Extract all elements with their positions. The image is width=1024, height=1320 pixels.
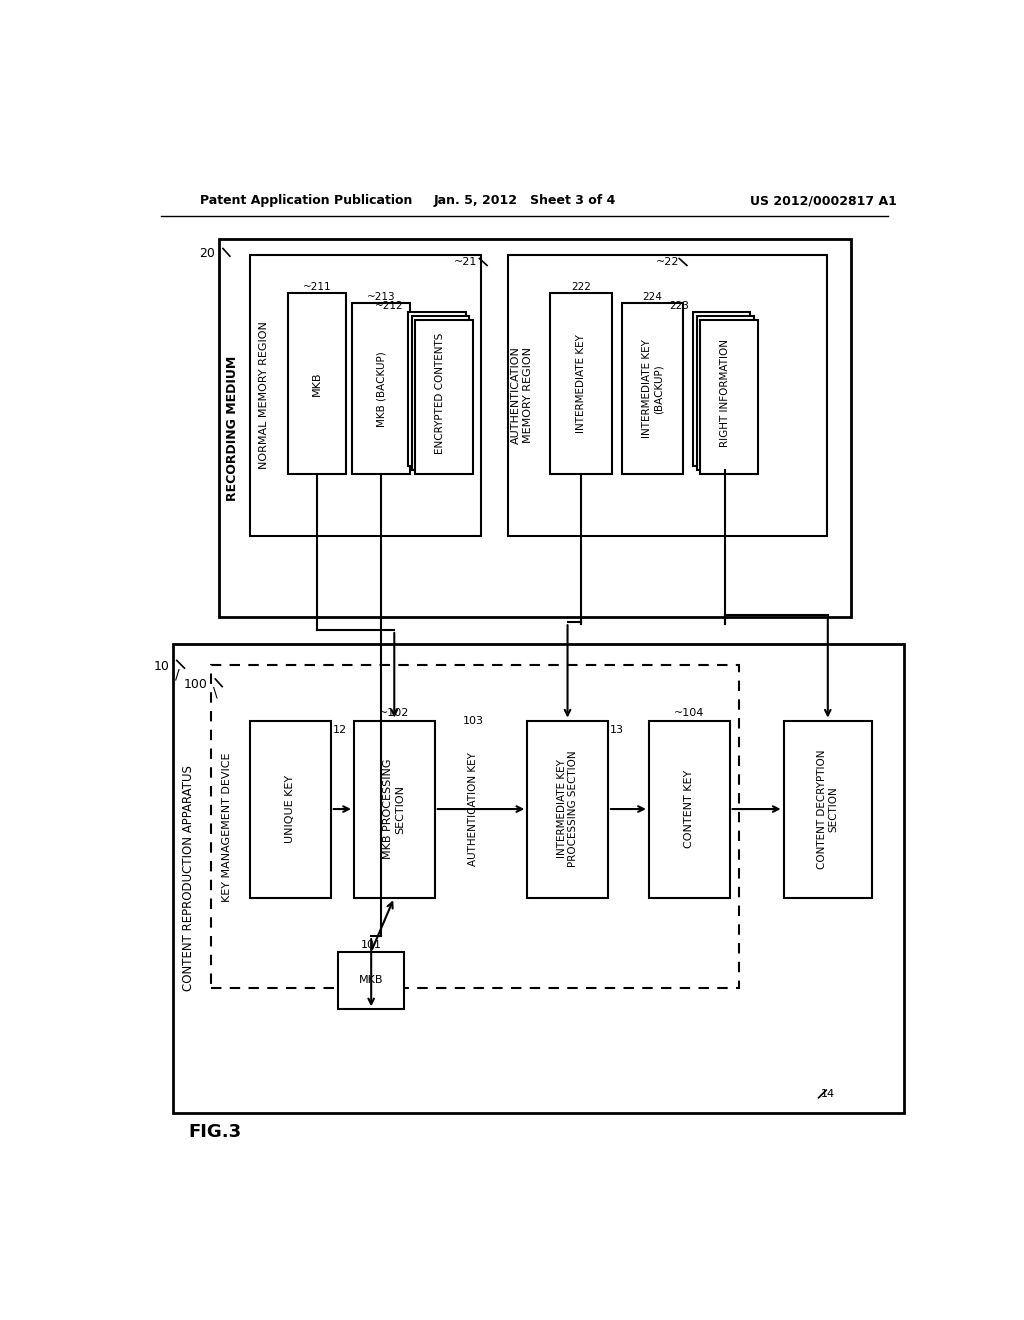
Bar: [649, 721, 730, 898]
Text: RECORDING MEDIUM: RECORDING MEDIUM: [226, 355, 240, 500]
Text: Patent Application Publication: Patent Application Publication: [200, 194, 413, 207]
Bar: [250, 255, 481, 536]
Bar: [412, 317, 469, 470]
Bar: [700, 321, 758, 474]
Bar: [527, 721, 608, 898]
Text: \: \: [213, 686, 217, 700]
Text: 100: 100: [183, 677, 208, 690]
Text: AUTHENTICATION
MEMORY REGION: AUTHENTICATION MEMORY REGION: [511, 346, 532, 444]
Bar: [696, 317, 755, 470]
Text: ~22: ~22: [656, 257, 679, 268]
Text: FIG.3: FIG.3: [188, 1123, 242, 1142]
Text: ~213: ~213: [367, 292, 395, 302]
Text: 12: 12: [333, 725, 347, 735]
Text: 20: 20: [200, 247, 215, 260]
Text: CONTENT DECRYPTION
SECTION: CONTENT DECRYPTION SECTION: [817, 750, 839, 869]
Text: 222: 222: [571, 282, 591, 292]
Text: KEY MANAGEMENT DEVICE: KEY MANAGEMENT DEVICE: [222, 752, 231, 902]
Text: 13: 13: [610, 725, 625, 735]
Bar: [173, 644, 904, 1113]
Text: NORMAL MEMORY REGION: NORMAL MEMORY REGION: [259, 321, 268, 469]
Text: 224: 224: [643, 292, 663, 302]
Bar: [219, 239, 851, 616]
Text: RIGHT INFORMATION: RIGHT INFORMATION: [721, 339, 730, 447]
Text: CONTENT REPRODUCTION APPARATUS: CONTENT REPRODUCTION APPARATUS: [182, 766, 195, 991]
Bar: [783, 721, 872, 898]
Text: MKB PROCESSING
SECTION: MKB PROCESSING SECTION: [383, 759, 406, 859]
Text: 14: 14: [820, 1089, 835, 1100]
Text: US 2012/0002817 A1: US 2012/0002817 A1: [751, 194, 897, 207]
Text: MKB (BACKUP): MKB (BACKUP): [376, 351, 386, 426]
Bar: [550, 293, 611, 474]
Bar: [416, 321, 473, 474]
Text: ENCRYPTED CONTENTS: ENCRYPTED CONTENTS: [435, 333, 445, 454]
Text: MKB: MKB: [359, 975, 383, 985]
Text: 10: 10: [154, 660, 169, 673]
Text: 223: 223: [669, 301, 689, 312]
Bar: [692, 313, 751, 466]
Text: MKB: MKB: [312, 371, 323, 396]
Text: ~102: ~102: [379, 708, 410, 718]
Bar: [508, 255, 827, 536]
Bar: [354, 721, 435, 898]
Text: 103: 103: [463, 715, 483, 726]
Bar: [339, 952, 403, 1010]
Text: ~212: ~212: [375, 301, 403, 312]
Text: INTERMEDIATE KEY
PROCESSING SECTION: INTERMEDIATE KEY PROCESSING SECTION: [557, 751, 579, 867]
Text: INTERMEDIATE KEY
(BACKUP): INTERMEDIATE KEY (BACKUP): [642, 339, 664, 438]
Text: ~104: ~104: [674, 708, 705, 718]
Text: UNIQUE KEY: UNIQUE KEY: [286, 775, 295, 843]
Text: Jan. 5, 2012   Sheet 3 of 4: Jan. 5, 2012 Sheet 3 of 4: [433, 194, 616, 207]
Text: ~21: ~21: [454, 257, 477, 268]
Bar: [622, 304, 683, 474]
Bar: [211, 665, 739, 989]
Text: /: /: [175, 668, 180, 681]
Bar: [352, 304, 410, 474]
Text: ~211: ~211: [303, 282, 332, 292]
Text: CONTENT KEY: CONTENT KEY: [684, 770, 694, 849]
Bar: [289, 293, 346, 474]
Text: 101: 101: [360, 940, 382, 950]
Text: AUTHENTICATION KEY: AUTHENTICATION KEY: [468, 752, 478, 866]
Bar: [250, 721, 331, 898]
Text: INTERMEDIATE KEY: INTERMEDIATE KEY: [577, 334, 586, 433]
Bar: [408, 313, 466, 466]
